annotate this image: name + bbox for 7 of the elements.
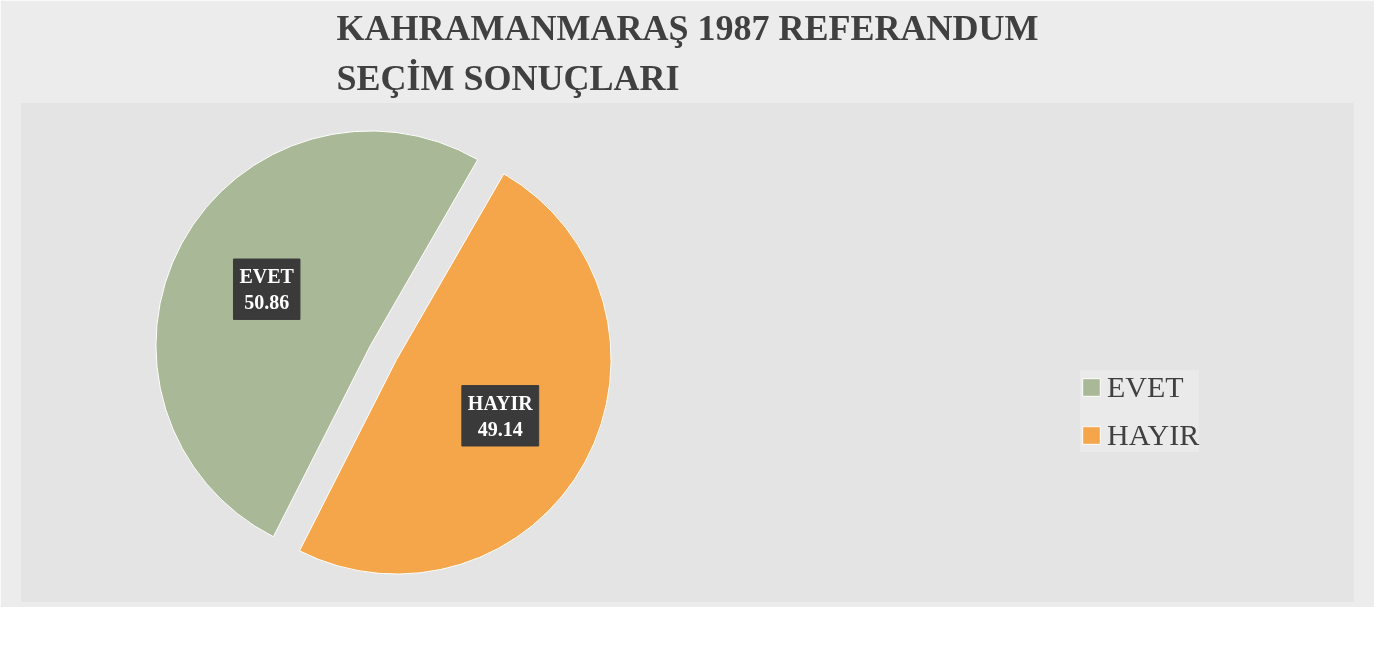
slice-label: EVET bbox=[239, 265, 295, 288]
legend-label: EVET bbox=[1107, 370, 1184, 404]
data-label: 49.14 bbox=[477, 417, 523, 440]
data-label: 50.86 bbox=[244, 291, 290, 314]
chart-title: KAHRAMANMARAŞ 1987 REFERANDUM SEÇİM SONUÇLARI bbox=[336, 7, 1039, 98]
legend-label: HAYIR bbox=[1107, 418, 1200, 452]
slice-label: HAYIR bbox=[467, 391, 534, 414]
